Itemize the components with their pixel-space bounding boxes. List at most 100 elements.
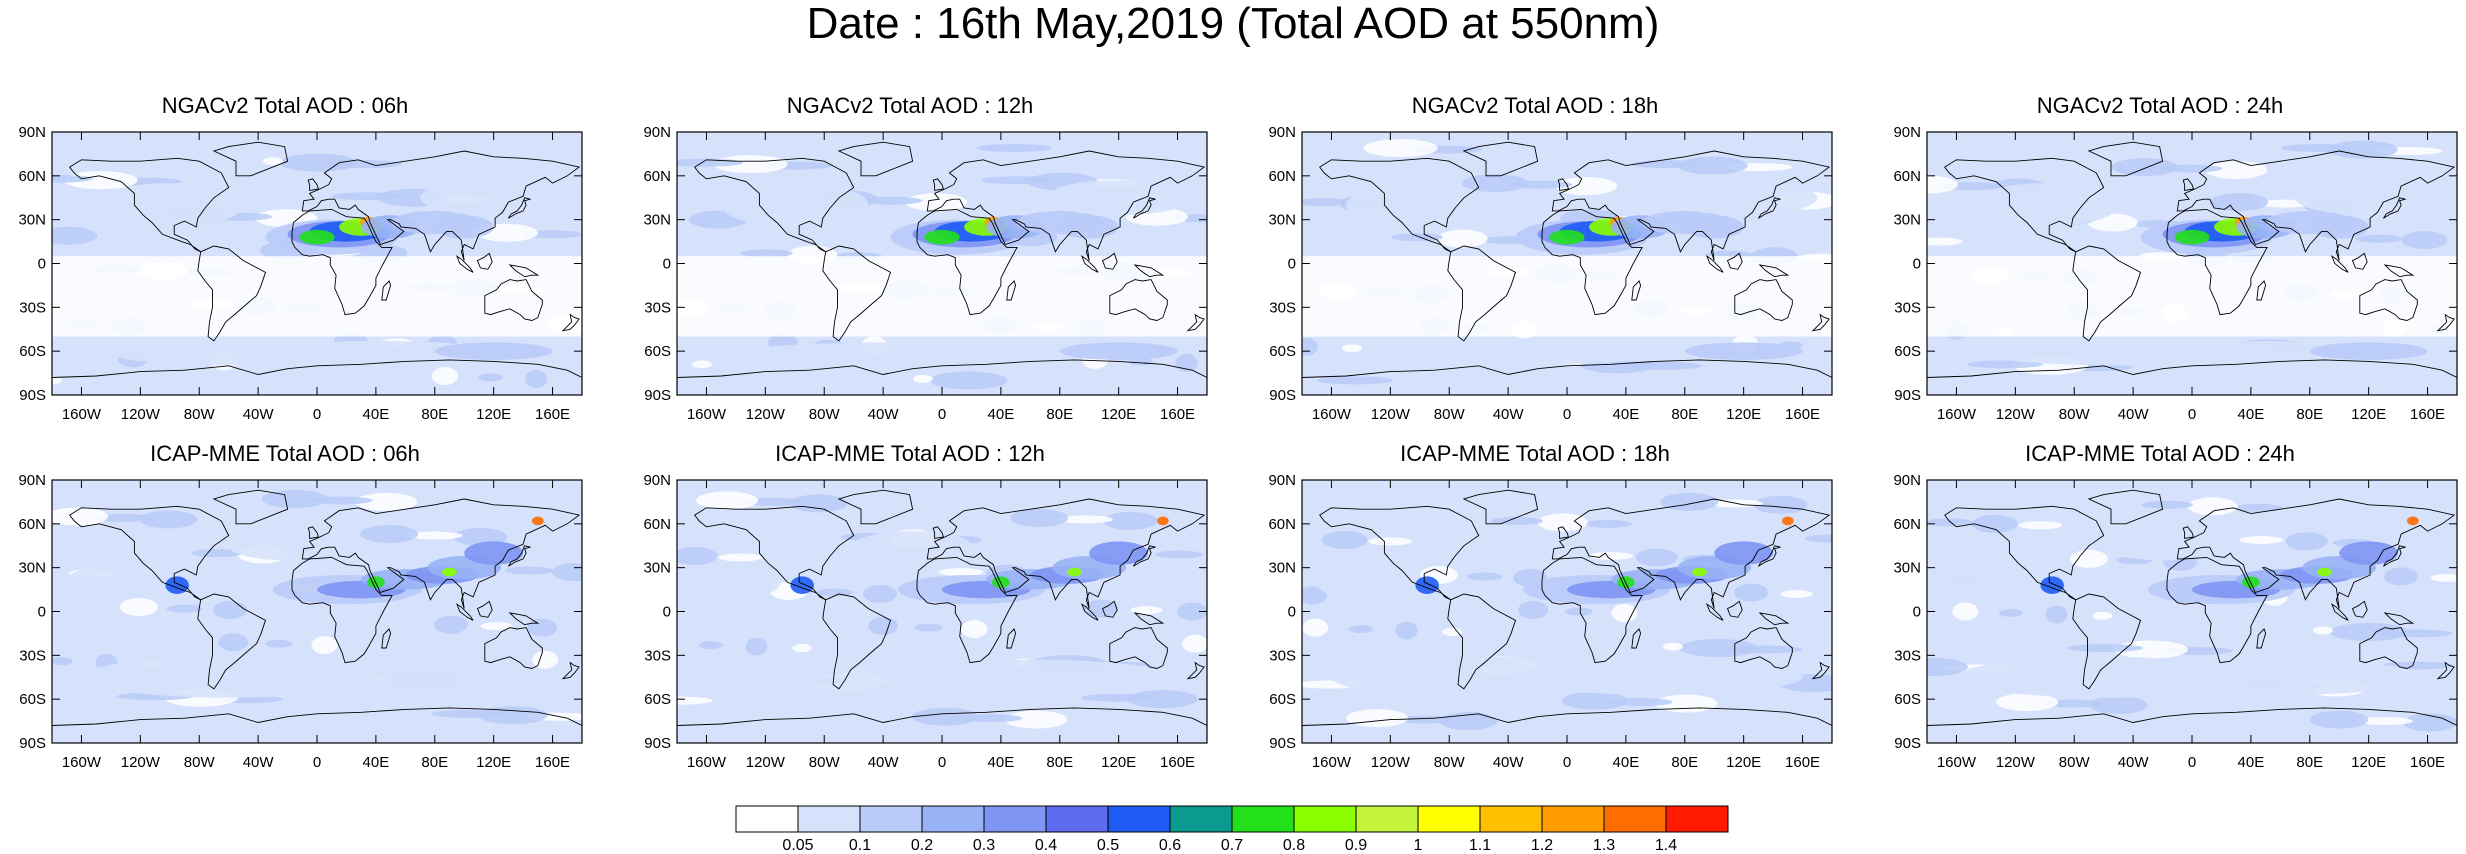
coastline	[455, 603, 474, 621]
coastline	[1006, 280, 1017, 301]
aod-plume	[66, 564, 156, 600]
aod-texture	[1321, 530, 1368, 549]
lat-tick-label: 60S	[644, 343, 671, 360]
lat-tick-label: 0	[38, 256, 46, 273]
lon-tick-label: 80W	[184, 406, 216, 423]
coastline	[2383, 545, 2406, 567]
aod-texture	[2281, 144, 2354, 153]
lat-tick-label: 60N	[18, 168, 46, 185]
aod-texture	[740, 249, 793, 258]
coastline	[1557, 178, 1570, 191]
lon-tick-label: 40E	[363, 406, 390, 423]
lat-tick-label: 60N	[1893, 168, 1921, 185]
lon-tick-label: 80E	[1046, 754, 1073, 771]
aod-texture	[1635, 548, 1678, 567]
aod-texture	[63, 171, 138, 190]
lat-tick-label: 90N	[1268, 472, 1296, 489]
aod-texture	[1734, 583, 1769, 602]
aod-texture	[976, 144, 1053, 153]
coastline	[2166, 556, 2268, 664]
colorbar-swatch	[1665, 805, 1729, 833]
aod-plume	[1067, 567, 1082, 577]
aod-texture	[360, 525, 419, 544]
lat-tick-label: 30N	[18, 560, 46, 577]
colorbar-swatch	[859, 805, 923, 833]
aod-plume	[442, 567, 457, 577]
coastline	[476, 600, 493, 618]
coastline	[2383, 197, 2406, 219]
coastline	[1462, 141, 1539, 177]
coastline	[926, 498, 1206, 609]
aod-texture	[929, 371, 1008, 390]
aod-texture	[1010, 508, 1069, 527]
coastline	[1551, 150, 1831, 261]
aod-texture	[2089, 696, 2148, 715]
colorbar-label: 1.1	[1469, 837, 1491, 854]
coastline	[1758, 612, 1790, 626]
lat-tick-label: 30S	[644, 299, 671, 316]
lat-tick-label: 90S	[19, 387, 46, 404]
aod-texture	[1753, 495, 1808, 514]
lon-tick-label: 40W	[868, 406, 900, 423]
lon-tick-label: 0	[2188, 754, 2196, 771]
coastline	[1726, 600, 1743, 618]
coastline	[561, 313, 580, 332]
colorbar-swatch	[1541, 805, 1605, 833]
aod-plume	[464, 541, 524, 565]
aod-plume	[1684, 215, 1744, 239]
aod-texture	[1927, 237, 1963, 246]
lat-tick-label: 90N	[1893, 124, 1921, 141]
aod-texture	[218, 633, 249, 652]
aod-texture	[914, 623, 943, 632]
panel-title: ICAP-MME Total AOD : 24h	[2025, 441, 2295, 466]
aod-texture	[1967, 360, 2044, 369]
aod-texture	[2210, 193, 2269, 212]
coastline	[2351, 600, 2368, 618]
aod-plume	[1089, 541, 1149, 565]
low-aod-band	[1302, 256, 1832, 337]
lat-tick-label: 60S	[1269, 343, 1296, 360]
lon-tick-label: 40W	[1493, 406, 1525, 423]
colorbar-swatch	[797, 805, 861, 833]
aod-plume	[1971, 183, 2119, 227]
colorbar-label: 0.05	[782, 837, 813, 854]
coastline	[301, 150, 581, 261]
colorbar-swatch	[1107, 805, 1171, 833]
aod-plume	[2339, 541, 2399, 565]
colorbar-swatch	[1603, 805, 1667, 833]
aod-texture	[1611, 603, 1638, 622]
coastline	[508, 197, 531, 219]
aod-texture	[1103, 511, 1158, 530]
lon-tick-label: 0	[1563, 406, 1571, 423]
lon-tick-label: 160E	[535, 754, 570, 771]
coastline	[1927, 707, 2457, 743]
lat-tick-label: 30S	[1269, 299, 1296, 316]
panel-title: NGACv2 Total AOD : 24h	[2036, 93, 2284, 118]
coastline	[2176, 150, 2456, 261]
coastline	[2256, 280, 2267, 301]
aod-texture	[1663, 642, 1683, 651]
lon-tick-label: 0	[2188, 406, 2196, 423]
lat-tick-label: 60S	[19, 691, 46, 708]
lon-tick-label: 120E	[476, 406, 511, 423]
lon-tick-label: 0	[313, 406, 321, 423]
lon-tick-label: 40E	[2238, 406, 2265, 423]
coastline	[1705, 255, 1724, 273]
aod-texture	[713, 155, 788, 174]
lon-tick-label: 80E	[2296, 406, 2323, 423]
lon-tick-label: 40W	[2118, 406, 2150, 423]
coastline	[1101, 252, 1118, 270]
aod-texture	[525, 369, 548, 388]
lon-tick-label: 120E	[1726, 406, 1761, 423]
lon-tick-label: 120E	[2351, 406, 2386, 423]
aod-texture	[677, 546, 718, 565]
aod-texture	[355, 492, 418, 511]
aod-texture	[52, 174, 93, 183]
aod-texture	[2285, 532, 2328, 551]
lon-tick-label: 40E	[1613, 754, 1640, 771]
coastline	[69, 157, 230, 253]
aod-texture	[431, 709, 504, 718]
coastline	[1186, 661, 1205, 680]
aod-plume	[2133, 659, 2428, 695]
coastline	[1302, 359, 1832, 395]
